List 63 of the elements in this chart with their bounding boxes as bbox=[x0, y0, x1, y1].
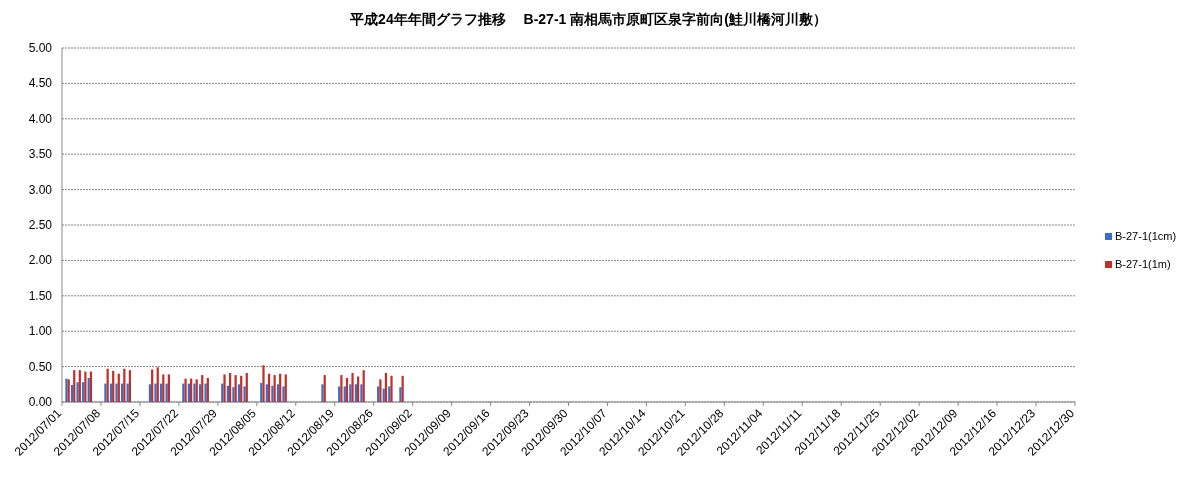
y-tick-label: 0.00 bbox=[28, 395, 53, 409]
bar bbox=[198, 384, 202, 402]
bar bbox=[379, 379, 382, 402]
bar bbox=[265, 384, 268, 402]
bar bbox=[271, 385, 274, 402]
bar bbox=[343, 386, 346, 402]
bar bbox=[162, 374, 165, 402]
bar bbox=[148, 384, 152, 402]
bar bbox=[82, 382, 85, 402]
bar bbox=[401, 375, 404, 402]
bar bbox=[240, 375, 243, 402]
bar bbox=[195, 379, 198, 402]
y-tick-label: 4.00 bbox=[28, 111, 53, 126]
bar bbox=[321, 384, 324, 402]
bar bbox=[204, 383, 207, 402]
bar bbox=[276, 384, 280, 402]
y-tick-label: 4.50 bbox=[28, 76, 53, 91]
bar bbox=[338, 386, 341, 402]
bar bbox=[262, 365, 265, 402]
bar bbox=[223, 374, 226, 402]
bar bbox=[388, 386, 391, 402]
legend-label: B-27-1(1cm) bbox=[1115, 230, 1177, 242]
bar bbox=[243, 386, 246, 402]
bar bbox=[167, 374, 170, 402]
bar bbox=[360, 384, 363, 402]
y-tick-label: 2.50 bbox=[28, 218, 53, 232]
legend-label: B-27-1(1m) bbox=[1115, 258, 1171, 270]
bar bbox=[273, 375, 276, 402]
bar bbox=[104, 383, 107, 402]
bar bbox=[151, 369, 154, 402]
bar bbox=[73, 370, 76, 402]
bar bbox=[323, 375, 326, 402]
y-tick-label: 3.00 bbox=[28, 182, 53, 197]
bar bbox=[349, 384, 352, 402]
bar bbox=[112, 370, 115, 402]
y-tick-label: 1.00 bbox=[28, 324, 53, 339]
bar bbox=[193, 383, 196, 402]
bar bbox=[128, 370, 132, 402]
bar bbox=[201, 375, 204, 402]
bar bbox=[237, 384, 241, 402]
bar bbox=[390, 375, 393, 402]
bar bbox=[115, 383, 118, 402]
y-tick-label: 2.00 bbox=[28, 253, 53, 268]
bar bbox=[234, 375, 237, 402]
y-tick-label: 0.50 bbox=[28, 359, 53, 374]
bar bbox=[377, 386, 380, 402]
bar bbox=[351, 372, 354, 402]
bar bbox=[282, 386, 285, 402]
bar bbox=[340, 375, 343, 402]
bar bbox=[156, 367, 159, 402]
bar bbox=[76, 382, 79, 402]
y-tick-label: 5.00 bbox=[28, 41, 53, 55]
bar bbox=[399, 387, 402, 402]
y-tick-label: 1.50 bbox=[28, 288, 53, 303]
bar bbox=[284, 374, 287, 402]
bar bbox=[184, 378, 187, 402]
y-tick-label: 3.50 bbox=[28, 147, 53, 162]
chart-title: 平成24年年間グラフ推移 B-27-1 南相馬市原町区泉字前向(鮭川橋河川敷） bbox=[349, 11, 827, 27]
bar bbox=[154, 383, 157, 402]
bar bbox=[78, 370, 81, 402]
bar bbox=[232, 387, 235, 402]
bar bbox=[354, 384, 357, 402]
bar bbox=[362, 370, 365, 402]
